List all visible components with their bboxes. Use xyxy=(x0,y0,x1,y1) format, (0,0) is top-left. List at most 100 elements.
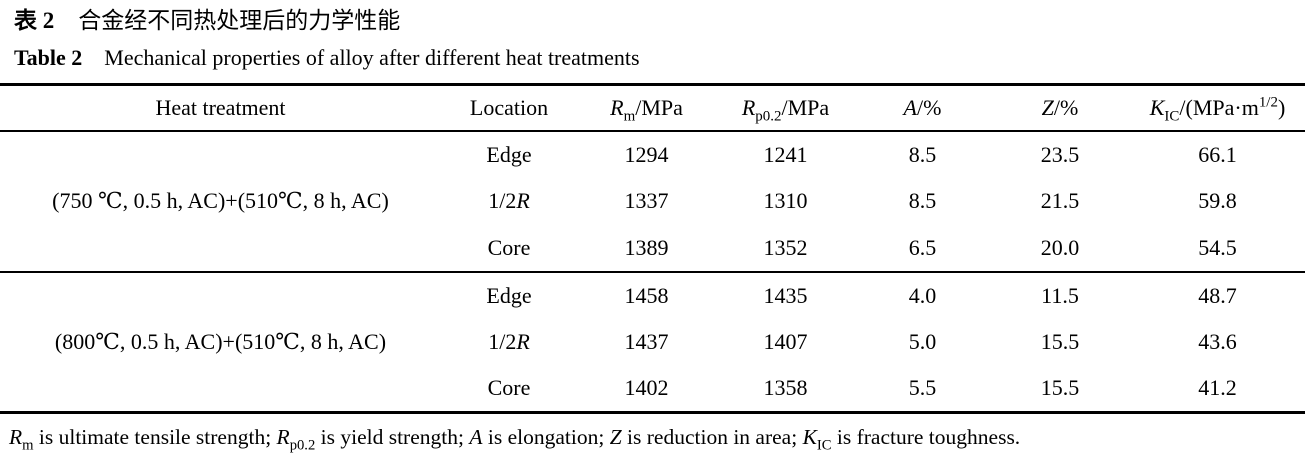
kic-value-cell: 59.8 xyxy=(1198,188,1237,213)
table-header-row: Heat treatment Location Rm/MPa Rp0.2/MPa… xyxy=(0,85,1305,131)
location-text: Core xyxy=(487,234,531,260)
header-rp02: Rp0.2/MPa xyxy=(716,85,855,131)
rm-value-cell: 1458 xyxy=(624,282,669,308)
treatment-group-800: (800℃, 0.5 h, AC)+(510℃, 8 h, AC) Edge 1… xyxy=(0,272,1305,413)
location-cell: Edge xyxy=(441,272,577,319)
rm-value-cell: 1402 xyxy=(624,375,669,401)
table-row: (800℃, 0.5 h, AC)+(510℃, 8 h, AC) Edge 1… xyxy=(0,272,1305,354)
location-cell: Core xyxy=(441,225,577,272)
header-row: Heat treatment Location Rm/MPa Rp0.2/MPa… xyxy=(0,85,1305,131)
table-row: (750 ℃, 0.5 h, AC)+(510℃, 8 h, AC) Edge … xyxy=(0,131,1305,214)
table-caption-chinese-label: 表 2 xyxy=(14,8,55,33)
rp02-value-cell: 1435 xyxy=(763,282,808,308)
location-italic: R xyxy=(516,329,530,354)
rm-unit: /MPa xyxy=(635,94,683,120)
footnote-a-symbol: A xyxy=(469,425,483,449)
kic-value-cell: 66.1 xyxy=(1198,141,1237,167)
footnote-a-text: is elongation; xyxy=(482,425,610,449)
table-caption-chinese-text: 合金经不同热处理后的力学性能 xyxy=(78,8,401,33)
table-footnote: Rm is ultimate tensile strength; Rp0.2 i… xyxy=(0,414,1305,454)
table-row: 1/2R 1437 1407 5.0 15.5 43.6 xyxy=(0,319,1305,366)
rp02-subscript: p0.2 xyxy=(755,108,782,125)
treatment-cell: (750 ℃, 0.5 h, AC)+(510℃, 8 h, AC) xyxy=(52,188,389,213)
kic-subscript: IC xyxy=(1164,108,1180,125)
table-caption-english: Table 2 Mechanical properties of alloy af… xyxy=(0,36,1305,72)
a-value-cell: 4.0 xyxy=(908,282,937,308)
footnote-kic-symbol: K xyxy=(802,425,817,449)
location-cell: Core xyxy=(441,366,577,413)
header-heat-treatment: Heat treatment xyxy=(155,94,286,120)
footnote-kic-text: is fracture toughness. xyxy=(831,425,1021,449)
table-caption-english-text: Mechanical properties of alloy after dif… xyxy=(104,45,640,70)
table-row: Core 1389 1352 6.5 20.0 54.5 xyxy=(0,225,1305,272)
mechanical-properties-table: Heat treatment Location Rm/MPa Rp0.2/MPa… xyxy=(0,83,1305,414)
rm-symbol: R xyxy=(610,94,624,120)
z-value-cell: 15.5 xyxy=(1040,375,1080,401)
table-caption-chinese: 表 2 合金经不同热处理后的力学性能 xyxy=(0,0,1305,36)
z-value-cell: 23.5 xyxy=(1040,141,1080,167)
table-row: 1/2R 1337 1310 8.5 21.5 59.8 xyxy=(0,178,1305,225)
rp02-value-cell: 1352 xyxy=(763,234,808,260)
rp02-value-cell: 1407 xyxy=(763,329,808,354)
kic-unit-close: ) xyxy=(1277,94,1286,120)
a-value-cell: 5.0 xyxy=(908,329,937,354)
header-location: Location xyxy=(469,94,549,120)
kic-value-cell: 41.2 xyxy=(1198,375,1237,401)
a-value-cell: 8.5 xyxy=(908,141,937,167)
location-text: Edge xyxy=(486,141,532,167)
kic-value-cell: 48.7 xyxy=(1198,282,1237,308)
location-text: 1/2 xyxy=(488,188,517,213)
location-text: Edge xyxy=(486,282,532,308)
rm-value-cell: 1294 xyxy=(624,141,669,167)
z-unit: /% xyxy=(1053,94,1079,120)
z-symbol: Z xyxy=(1041,94,1054,120)
header-kic: KIC/(MPa·m1/2) xyxy=(1130,85,1305,131)
footnote-rm-subscript: m xyxy=(22,437,34,454)
location-text: 1/2 xyxy=(488,329,517,354)
kic-symbol: K xyxy=(1149,94,1165,120)
footnote-rp02-symbol: R xyxy=(276,425,290,449)
rm-value-cell: 1389 xyxy=(624,234,669,260)
a-value-cell: 5.5 xyxy=(908,375,937,401)
table-row: Core 1402 1358 5.5 15.5 41.2 xyxy=(0,366,1305,413)
a-symbol: A xyxy=(903,94,917,120)
footnote-z-text: is reduction in area; xyxy=(621,425,803,449)
rp02-value-cell: 1358 xyxy=(763,375,808,401)
location-italic: R xyxy=(516,188,530,213)
treatment-cell: (800℃, 0.5 h, AC)+(510℃, 8 h, AC) xyxy=(54,328,387,354)
footnote-kic-subscript: IC xyxy=(816,437,832,454)
footnote-rp02-text: is yield strength; xyxy=(315,425,470,449)
rp02-value-cell: 1310 xyxy=(763,188,808,213)
kic-unit: /(MPa·m xyxy=(1179,94,1259,120)
header-a: A/% xyxy=(855,85,990,131)
table-caption-english-label: Table 2 xyxy=(14,45,83,70)
kic-value-cell: 54.5 xyxy=(1198,234,1237,260)
rm-subscript: m xyxy=(623,108,636,125)
rp02-value-cell: 1241 xyxy=(763,141,808,167)
header-z: Z/% xyxy=(990,85,1130,131)
rp02-symbol: R xyxy=(741,94,756,120)
z-value-cell: 15.5 xyxy=(1040,329,1080,354)
location-cell: Edge xyxy=(441,131,577,178)
location-cell: 1/2R xyxy=(441,319,577,366)
footnote-rp02-subscript: p0.2 xyxy=(289,437,316,454)
footnote-rm-text: is ultimate tensile strength; xyxy=(33,425,277,449)
z-value-cell: 11.5 xyxy=(1041,282,1079,308)
location-cell: 1/2R xyxy=(441,178,577,225)
rm-value-cell: 1337 xyxy=(624,188,669,213)
footnote-rm-symbol: R xyxy=(9,425,23,449)
a-value-cell: 6.5 xyxy=(908,234,937,260)
location-text: Core xyxy=(487,375,531,401)
z-value-cell: 21.5 xyxy=(1040,188,1080,213)
rm-value-cell: 1437 xyxy=(624,329,669,354)
kic-exponent: 1/2 xyxy=(1258,94,1278,111)
z-value-cell: 20.0 xyxy=(1040,234,1080,260)
a-unit: /% xyxy=(917,94,942,120)
kic-value-cell: 43.6 xyxy=(1198,329,1237,354)
treatment-group-750: (750 ℃, 0.5 h, AC)+(510℃, 8 h, AC) Edge … xyxy=(0,131,1305,272)
footnote-z-symbol: Z xyxy=(609,425,622,449)
a-value-cell: 8.5 xyxy=(908,188,937,213)
rp02-unit: /MPa xyxy=(781,94,830,120)
header-rm: Rm/MPa xyxy=(577,85,716,131)
